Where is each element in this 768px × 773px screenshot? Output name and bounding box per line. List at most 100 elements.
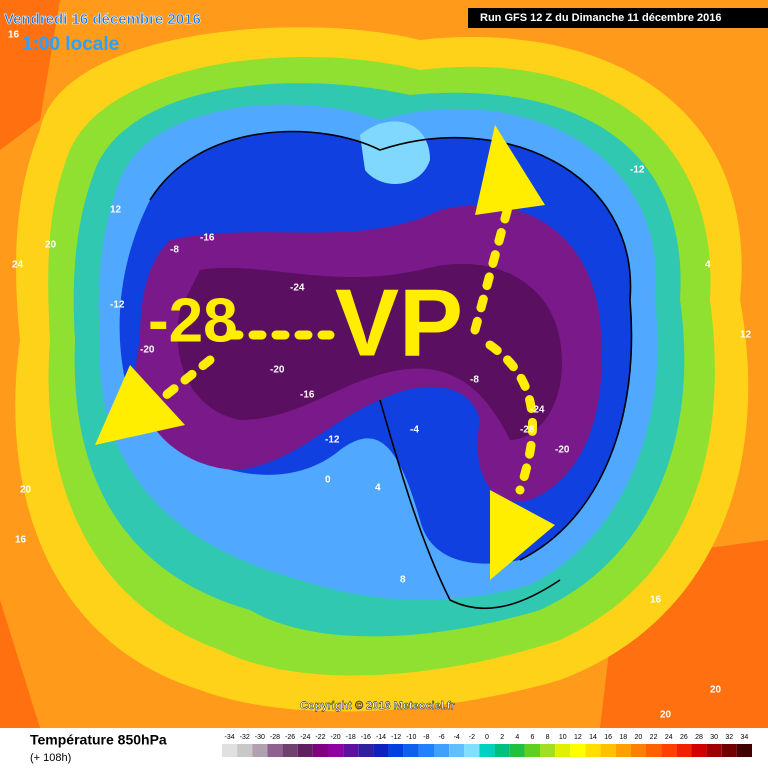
contour-label: -12 <box>110 300 125 311</box>
contour-label: 4 <box>705 260 711 271</box>
colorbar-tick-label: 32 <box>725 734 733 741</box>
colorbar-tick-label: -26 <box>285 734 295 741</box>
colorbar-swatch <box>736 744 752 757</box>
colorbar-tick-label: 10 <box>559 734 567 741</box>
contour-label: 16 <box>15 535 27 546</box>
colorbar-swatch <box>434 744 450 757</box>
contour-label: 12 <box>740 330 752 341</box>
contour-label: -28 <box>520 425 535 436</box>
colorbar-tick-label: 6 <box>530 734 534 741</box>
contour-label: -8 <box>170 245 179 256</box>
contour-label: 4 <box>375 483 381 494</box>
colorbar-tick-label: -32 <box>240 734 250 741</box>
colorbar-tick-label: 34 <box>741 734 749 741</box>
colorbar-tick-label: -12 <box>391 734 401 741</box>
contour-label: 20 <box>710 685 722 696</box>
colorbar-tick-label: -6 <box>438 734 444 741</box>
contour-label: 8 <box>400 575 406 586</box>
colorbar-swatch <box>509 744 525 757</box>
contour-label: -12 <box>325 435 340 446</box>
colorbar-swatch <box>691 744 707 757</box>
colorbar-swatch <box>388 744 404 757</box>
colorbar-swatch <box>479 744 495 757</box>
colorbar-swatch <box>585 744 601 757</box>
contour-label: -16 <box>200 233 215 244</box>
colorbar-swatch <box>600 744 616 757</box>
colorbar-swatch <box>297 744 313 757</box>
colorbar-tick-label: -20 <box>331 734 341 741</box>
colorbar-tick-label: -16 <box>361 734 371 741</box>
colorbar-tick-label: -10 <box>406 734 416 741</box>
colorbar-swatch <box>661 744 677 757</box>
colorbar-swatch <box>555 744 571 757</box>
colorbar-tick-label: 12 <box>574 734 582 741</box>
contour-label: 20 <box>660 710 672 721</box>
contour-label: -24 <box>290 283 305 294</box>
annotation-arrows <box>155 195 537 495</box>
colorbar-swatch <box>282 744 298 757</box>
contour-label: -16 <box>300 390 315 401</box>
colorbar-swatch <box>312 744 328 757</box>
colorbar-tick-label: -4 <box>454 734 460 741</box>
zone-vortex <box>360 121 430 184</box>
contour-label: 0 <box>325 475 331 486</box>
colorbar-tick-label: 24 <box>665 734 673 741</box>
colorbar-swatch <box>403 744 419 757</box>
header-run: Run GFS 12 Z du Dimanche 11 décembre 201… <box>480 12 721 24</box>
contour-label: -8 <box>470 375 479 386</box>
colorbar-swatch <box>494 744 510 757</box>
colorbar-tick-label: 4 <box>515 734 519 741</box>
contour-label: -20 <box>555 445 570 456</box>
colorbar-tick-label: -2 <box>469 734 475 741</box>
colorbar-swatch <box>706 744 722 757</box>
colorbar-tick-label: -8 <box>423 734 429 741</box>
contour-label: -20 <box>140 345 155 356</box>
warm-zone <box>0 0 768 728</box>
colorbar-tick-label: -14 <box>376 734 386 741</box>
annotation-label: VP <box>335 269 463 376</box>
colorbar-tick-label: 0 <box>485 734 489 741</box>
colorbar-tick-label: 14 <box>589 734 597 741</box>
contour-label: -4 <box>410 425 419 436</box>
colorbar-swatch <box>449 744 465 757</box>
colorbar-tick-label: -24 <box>300 734 310 741</box>
contour-label: -20 <box>270 365 285 376</box>
colorbar-swatch <box>464 744 480 757</box>
colorbar-tick-label: 22 <box>650 734 658 741</box>
colorbar-tick-label: 28 <box>695 734 703 741</box>
colorbar-swatch <box>615 744 631 757</box>
colorbar-tick-label: -28 <box>270 734 280 741</box>
colorbar-tick-label: 2 <box>500 734 504 741</box>
arrow-heads <box>95 125 555 580</box>
colorbar-swatch <box>358 744 374 757</box>
colorbar-swatch <box>267 744 283 757</box>
header-time: 1:00 locale <box>22 34 119 55</box>
colorbar-swatch <box>630 744 646 757</box>
copyright: Copyright © 2016 Meteociel.fr <box>300 700 456 712</box>
legend-title: Température 850hPa <box>30 732 167 748</box>
colorbar-swatch <box>646 744 662 757</box>
colorbar-swatch <box>418 744 434 757</box>
colorbar-swatch <box>524 744 540 757</box>
contour-label: 24 <box>12 260 24 271</box>
colorbar-swatch <box>328 744 344 757</box>
colorbar-swatch <box>373 744 389 757</box>
contour-label: 20 <box>45 240 57 251</box>
colorbar: -34 -32 -30 -28 -26 -24 -22 -20 -18 -16 -14 -12 -10-… <box>222 734 752 757</box>
contour-labels: 16 20 24 12 -8 -12 -16 -20 -24 -20 -16 -12 -4 0 4 8 16 20… <box>8 30 752 721</box>
colorbar-swatch <box>237 744 253 757</box>
colorbar-tick-label: 30 <box>710 734 718 741</box>
colorbar-swatch <box>222 744 238 757</box>
colorbar-swatch <box>676 744 692 757</box>
colorbar-swatch <box>343 744 359 757</box>
annotation-value: -28 <box>148 286 238 355</box>
colorbar-tick-label: 20 <box>635 734 643 741</box>
colorbar-tick-label: -18 <box>346 734 356 741</box>
colorbar-tick-label: 26 <box>680 734 688 741</box>
header-date: Vendredi 16 décembre 2016 <box>4 11 201 28</box>
colorbar-swatch <box>252 744 268 757</box>
legend-subtitle: (+ 108h) <box>30 752 71 764</box>
contour-label: -24 <box>530 405 545 416</box>
colorbar-tick-label: -34 <box>225 734 235 741</box>
